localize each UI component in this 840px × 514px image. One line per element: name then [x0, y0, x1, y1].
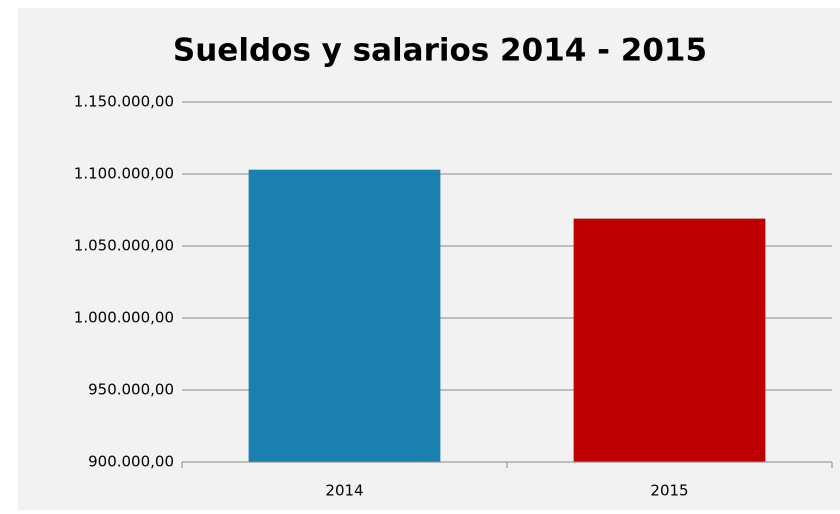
x-tick-label: 2015: [650, 482, 688, 500]
x-tick-label: 2014: [325, 482, 363, 500]
y-tick-label: 1.150.000,00: [74, 93, 174, 111]
bar: [248, 169, 441, 462]
chart-title: Sueldos y salarios 2014 - 2015: [173, 33, 707, 69]
y-tick-label: 950.000,00: [88, 381, 174, 399]
y-tick-label: 1.000.000,00: [74, 309, 174, 327]
bar: [573, 218, 766, 462]
y-tick-label: 900.000,00: [88, 453, 174, 471]
y-tick-label: 1.050.000,00: [74, 237, 174, 255]
y-tick-label: 1.100.000,00: [74, 165, 174, 183]
